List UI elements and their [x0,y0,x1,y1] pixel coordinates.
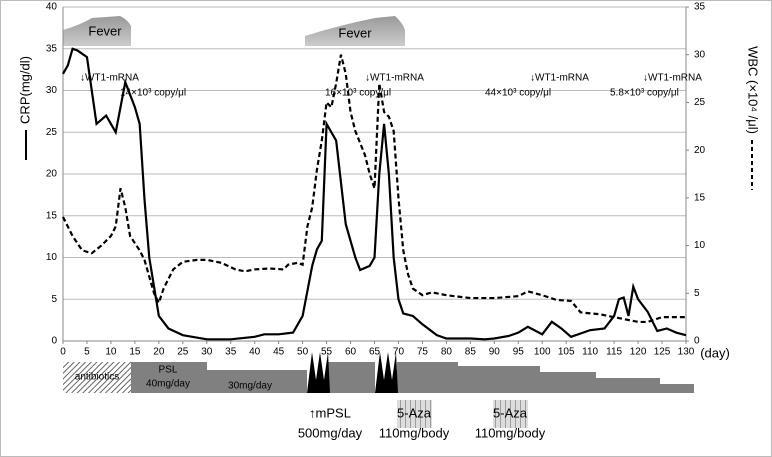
x-tick-label: 0 [60,347,66,358]
series-line [62,54,686,324]
x-tick-label: 45 [273,347,285,358]
fever-shape [305,16,405,46]
x-axis-label: (day) [700,345,730,360]
treatment-label: 40mg/day [146,379,190,390]
treatment-label: 5-Aza [493,405,528,420]
y-tick-label: 15 [46,210,58,221]
x-tick-label: 40 [249,347,261,358]
x-tick-label: 55 [321,347,333,358]
y2-tick-label: 0 [694,336,700,347]
x-tick-label: 70 [393,347,405,358]
x-tick-label: 80 [441,347,453,358]
annotation: 16×10³ copy/μl [325,88,391,99]
treatment-label: 30mg/day [228,381,272,392]
y-axis-label: CRP(mg/dl) [17,56,32,124]
x-tick-label: 90 [489,347,501,358]
y-tick-label: 25 [46,127,58,138]
annotation: ↓WT1-mRNA [80,73,139,84]
y-tick-label: 35 [46,43,58,54]
y-tick-label: 30 [46,85,58,96]
annotation: ↓WT1-mRNA [530,73,589,84]
treatment-label: antibiotics [75,372,119,383]
x-tick-label: 100 [534,347,551,358]
annotation: 44×10³ copy/μl [485,88,551,99]
treatment-label: PSL [159,365,178,376]
x-tick-label: 60 [345,347,357,358]
x-tick-label: 25 [177,347,189,358]
x-tick-label: 115 [606,347,622,358]
x-tick-label: 50 [297,347,309,358]
x-tick-label: 15 [129,347,141,358]
y-tick-label: 20 [46,169,58,180]
x-tick-label: 5 [84,347,90,358]
annotation: 14×10³ copy/μl [120,88,186,99]
treatment-bar [63,352,694,428]
y2-tick-label: 5 [694,288,700,299]
y2-tick-label: 30 [694,49,706,60]
treatment-label: 110mg/body [475,425,546,440]
fever-label: Fever [338,25,372,40]
x-tick-label: 20 [153,347,165,358]
y2-tick-label: 15 [694,192,706,203]
y-tick-label: 40 [46,2,58,13]
x-tick-label: 105 [558,347,575,358]
y2-axis-label: WBC (×10⁴ /μl) [746,46,761,134]
x-tick-label: 95 [513,347,525,358]
treatment-label: 110mg/body [379,425,450,440]
y2-tick-label: 35 [694,2,706,13]
y-tick-label: 0 [51,336,57,347]
x-tick-label: 30 [201,347,213,358]
x-tick-label: 130 [678,347,695,358]
x-tick-label: 125 [654,347,671,358]
y-tick-label: 10 [46,252,58,263]
y2-tick-label: 10 [694,240,706,251]
y2-tick-label: 20 [694,145,706,156]
fever-shape [63,16,131,46]
series-line [62,47,687,341]
x-tick-label: 10 [105,347,117,358]
y2-tick-label: 25 [694,97,706,108]
annotation: ↓WT1-mRNA [365,73,424,84]
x-tick-label: 75 [417,347,429,358]
treatment-label: 5-Aza [397,405,432,420]
annotation: ↓WT1-mRNA [643,73,702,84]
fever-label: Fever [88,23,122,38]
x-tick-label: 65 [369,347,381,358]
x-tick-label: 110 [582,347,598,358]
y-tick-label: 5 [51,294,57,305]
treatment-label: ↑mPSL [309,405,351,420]
x-tick-label: 85 [465,347,477,358]
x-tick-label: 35 [225,347,237,358]
annotation: 5.8×10³ copy/μl [610,88,679,99]
x-tick-label: 120 [630,347,647,358]
treatment-label: 500mg/day [298,425,363,440]
